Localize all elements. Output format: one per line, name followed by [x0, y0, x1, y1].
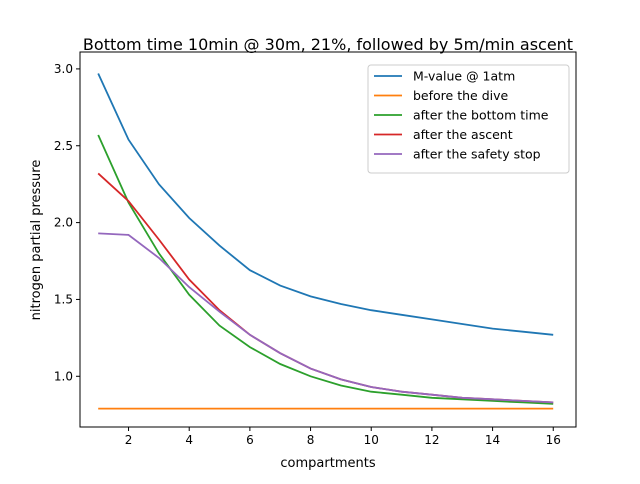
x-tick-label: 12 [424, 433, 439, 447]
legend-label: M-value @ 1atm [413, 69, 515, 84]
y-tick-label: 2.0 [54, 216, 73, 230]
x-tick-label: 10 [364, 433, 379, 447]
y-axis-label: nitrogen partial pressure [29, 160, 44, 321]
y-tick-label: 1.0 [54, 369, 73, 383]
y-tick-label: 2.5 [54, 139, 73, 153]
axes-frame [79, 51, 577, 428]
x-axis-label: compartments [280, 456, 375, 471]
y-tick-label: 1.5 [54, 292, 73, 306]
x-tick-label: 4 [185, 433, 193, 447]
series-line-2 [97, 134, 554, 405]
x-tick-label: 8 [307, 433, 315, 447]
legend: M-value @ 1atm before the dive after the b… [367, 64, 570, 174]
x-tick-label: 14 [485, 433, 500, 447]
series-line-3 [97, 172, 554, 404]
legend-label: before the dive [413, 88, 508, 103]
y-tick-label: 3.0 [54, 62, 73, 76]
x-tick-label: 2 [125, 433, 133, 447]
x-tick-label: 16 [546, 433, 561, 447]
x-tick-label: 6 [246, 433, 254, 447]
legend-label: after the bottom time [413, 108, 549, 123]
series-line-0 [97, 73, 554, 336]
series-line-4 [98, 232, 554, 404]
chart-title: Bottom time 10min @ 30m, 21%, followed b… [83, 35, 573, 54]
legend-label: after the ascent [413, 127, 513, 142]
legend-box [367, 64, 570, 174]
legend-label: after the safety stop [413, 147, 541, 162]
